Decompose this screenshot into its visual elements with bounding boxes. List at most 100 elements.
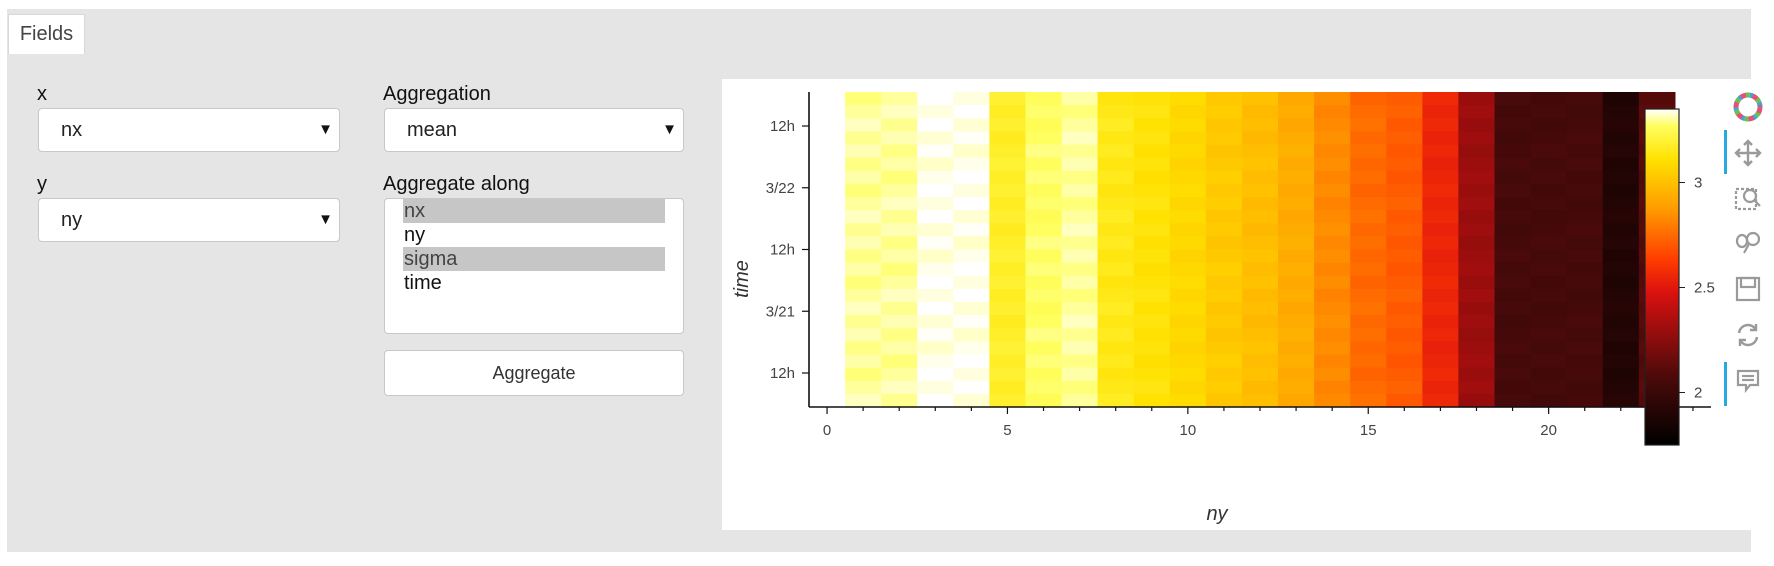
heatmap-cell (1133, 275, 1171, 290)
heatmap-cell (1458, 393, 1496, 408)
heatmap-cell (989, 92, 1027, 106)
heatmap-cell (917, 302, 954, 316)
aggregate-along-label: Aggregate along (383, 173, 530, 195)
heatmap-cell (1061, 105, 1099, 119)
heatmap-cell (1278, 183, 1315, 198)
pan-icon[interactable] (1728, 136, 1768, 170)
heatmap-cell (1602, 170, 1640, 185)
heatmap-cell (953, 118, 990, 132)
heatmap-cell (1386, 302, 1423, 316)
heatmap-cell (1242, 236, 1279, 251)
box-zoom-icon[interactable] (1728, 182, 1768, 216)
aggregation-select[interactable]: mean ▼ (384, 108, 684, 152)
heatmap-cell (1602, 393, 1640, 408)
heatmap-cell (989, 393, 1027, 408)
hover-icon[interactable] (1728, 364, 1768, 398)
heatmap-cell (881, 170, 918, 185)
heatmap-cell (953, 367, 990, 382)
heatmap-cell (1097, 275, 1135, 290)
x-select[interactable]: nx ▼ (38, 108, 340, 152)
heatmap-cell (1205, 118, 1243, 132)
heatmap-cell (845, 236, 882, 251)
heatmap-cell (1169, 393, 1207, 408)
heatmap-cell (1566, 380, 1604, 395)
y-select-value: ny (61, 208, 83, 231)
heatmap-cell (1602, 105, 1640, 119)
heatmap-cell (1458, 328, 1496, 342)
heatmap-cell (1169, 288, 1207, 303)
heatmap-cell (1422, 157, 1460, 172)
heatmap-plot[interactable]: 0 5 10 15 20 12h 3/21 12h 3/22 12h ny time 2 2.5 3 (722, 79, 1752, 530)
heatmap-cell (1169, 170, 1207, 185)
heatmap-cell (1097, 341, 1135, 356)
heatmap-cell (1458, 210, 1496, 224)
tab-fields[interactable]: Fields (8, 14, 85, 54)
heatmap-cell (1530, 210, 1568, 224)
heatmap-cell (917, 341, 954, 356)
heatmap-cell (989, 262, 1027, 277)
aggregate-along-multiselect[interactable]: nx ny sigma time (384, 198, 684, 334)
heatmap-cell (989, 157, 1027, 172)
multiselect-option[interactable]: ny (404, 224, 426, 246)
y-select[interactable]: ny ▼ (38, 198, 340, 242)
heatmap-cell (1494, 105, 1532, 119)
active-tool-indicator (1724, 362, 1727, 406)
heatmap-cell (1458, 315, 1496, 329)
heatmap-cell (1025, 131, 1063, 146)
heatmap-cell (1458, 354, 1496, 369)
heatmap-cell (1422, 302, 1460, 316)
heatmap-cell (1025, 183, 1063, 198)
heatmap-cell (1061, 223, 1099, 237)
save-icon[interactable] (1728, 272, 1768, 306)
heatmap-cell (1386, 315, 1423, 329)
bokeh-logo-icon[interactable] (1728, 90, 1768, 124)
heatmap-cell (1025, 210, 1063, 224)
heatmap-cell (1061, 315, 1099, 329)
heatmap-cell (1278, 367, 1315, 382)
heatmap-cell (917, 328, 954, 342)
colorbar-tick-label: 2 (1694, 385, 1702, 402)
heatmap-cell (845, 302, 882, 316)
multiselect-option[interactable]: time (404, 272, 442, 294)
heatmap-cell (1422, 288, 1460, 303)
heatmap-cell (1205, 236, 1243, 251)
multiselect-option[interactable]: sigma (403, 247, 665, 271)
heatmap-cell (1350, 118, 1387, 132)
wheel-zoom-icon[interactable] (1728, 226, 1768, 260)
heatmap-cell (1314, 288, 1351, 303)
x-tick-label: 10 (1179, 422, 1196, 439)
heatmap-cell (1602, 157, 1640, 172)
heatmap-cell (1422, 92, 1460, 106)
heatmap-cell (1386, 393, 1423, 408)
heatmap-cell (953, 92, 990, 106)
heatmap-cell (1566, 131, 1604, 146)
heatmap-cell (1386, 105, 1423, 119)
heatmap-cell (1278, 92, 1315, 106)
heatmap-cell (1602, 275, 1640, 290)
heatmap-cell (1242, 275, 1279, 290)
heatmap-cell (1314, 302, 1351, 316)
x-tick-label: 0 (823, 422, 831, 439)
heatmap-cell (1422, 341, 1460, 356)
heatmap-cell (881, 393, 918, 408)
heatmap-cell (1205, 315, 1243, 329)
heatmap-cell (881, 288, 918, 303)
heatmap-cell (1169, 118, 1207, 132)
multiselect-option[interactable]: nx (403, 199, 665, 223)
reset-icon[interactable] (1728, 318, 1768, 352)
heatmap-cell (1350, 275, 1387, 290)
heatmap-cell (917, 288, 954, 303)
aggregate-button[interactable]: Aggregate (384, 350, 684, 396)
heatmap-cell (1386, 183, 1423, 198)
heatmap-cell (1133, 249, 1171, 264)
heatmap-cell (1314, 354, 1351, 369)
heatmap-cell (1458, 170, 1496, 185)
heatmap-cell (1242, 262, 1279, 277)
heatmap-cell (1097, 262, 1135, 277)
heatmap-cell (1314, 236, 1351, 251)
heatmap-cell (1602, 367, 1640, 382)
heatmap-cell (1602, 341, 1640, 356)
heatmap-cell (1350, 249, 1387, 264)
heatmap-cell (1350, 144, 1387, 159)
heatmap-cell (1494, 236, 1532, 251)
